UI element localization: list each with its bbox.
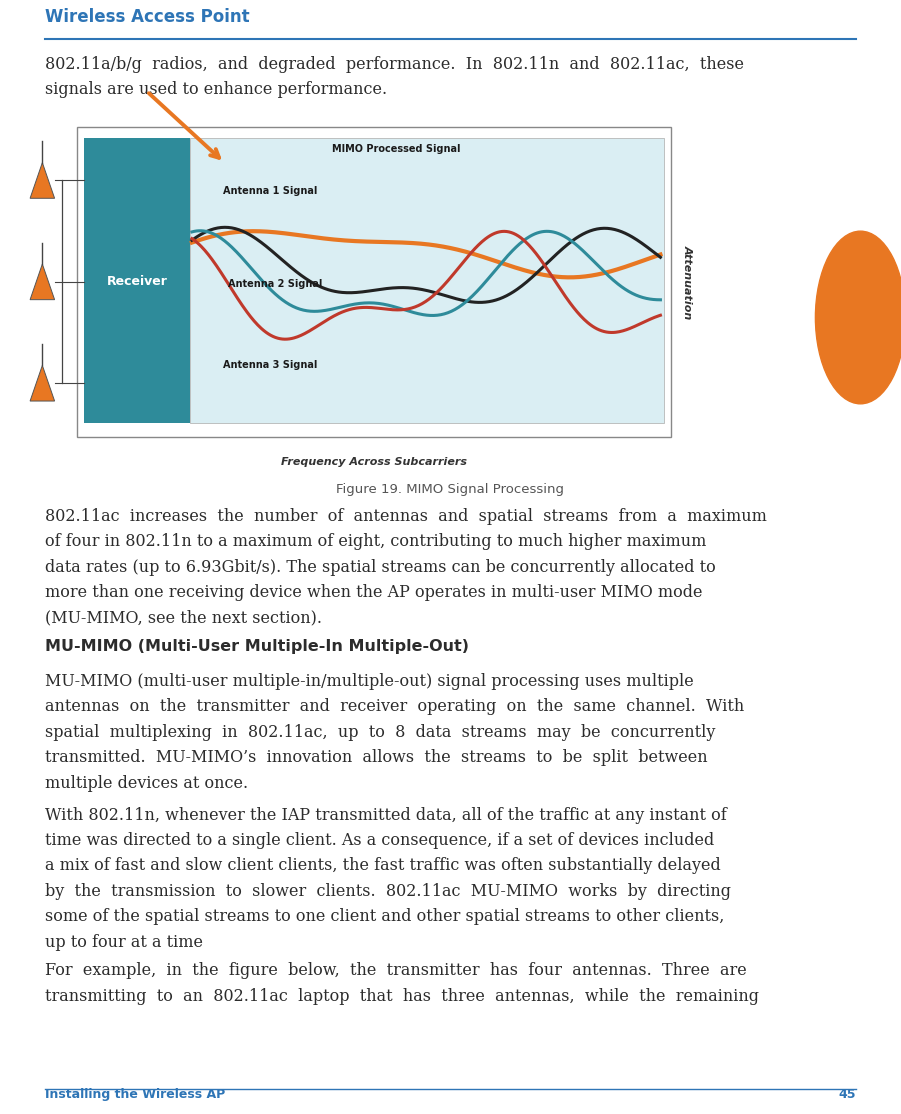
Text: MU-MIMO (multi-user multiple-in/multiple-out) signal processing uses multiple
an: MU-MIMO (multi-user multiple-in/multiple… <box>45 673 744 792</box>
Text: 802.11a/b/g  radios,  and  degraded  performance.  In  802.11n  and  802.11ac,  : 802.11a/b/g radios, and degraded perform… <box>45 56 744 98</box>
Polygon shape <box>30 163 55 198</box>
Text: MIMO Processed Signal: MIMO Processed Signal <box>332 144 460 154</box>
Text: Antenna 1 Signal: Antenna 1 Signal <box>223 186 318 196</box>
Text: Attenuation: Attenuation <box>683 245 693 319</box>
Polygon shape <box>30 264 55 300</box>
Text: 802.11ac  increases  the  number  of  antennas  and  spatial  streams  from  a  : 802.11ac increases the number of antenna… <box>45 508 767 627</box>
FancyBboxPatch shape <box>84 138 190 423</box>
Text: Installing the Wireless AP: Installing the Wireless AP <box>45 1087 225 1101</box>
Text: Receiver: Receiver <box>106 275 168 289</box>
Text: MU-MIMO (Multi-User Multiple-In Multiple-Out): MU-MIMO (Multi-User Multiple-In Multiple… <box>45 639 469 654</box>
FancyBboxPatch shape <box>77 127 671 437</box>
Text: For  example,  in  the  figure  below,  the  transmitter  has  four  antennas.  : For example, in the figure below, the tr… <box>45 962 759 1005</box>
Text: Frequency Across Subcarriers: Frequency Across Subcarriers <box>281 457 467 467</box>
Ellipse shape <box>815 231 901 404</box>
Text: Wireless Access Point: Wireless Access Point <box>45 8 250 26</box>
FancyBboxPatch shape <box>190 138 664 423</box>
Polygon shape <box>30 365 55 401</box>
Text: 45: 45 <box>839 1087 856 1101</box>
Text: Antenna 3 Signal: Antenna 3 Signal <box>223 360 318 370</box>
Text: With 802.11n, whenever the IAP transmitted data, all of the traffic at any insta: With 802.11n, whenever the IAP transmitt… <box>45 807 731 950</box>
Text: Antenna 2 Signal: Antenna 2 Signal <box>228 280 323 290</box>
Text: Figure 19. MIMO Signal Processing: Figure 19. MIMO Signal Processing <box>336 483 565 497</box>
